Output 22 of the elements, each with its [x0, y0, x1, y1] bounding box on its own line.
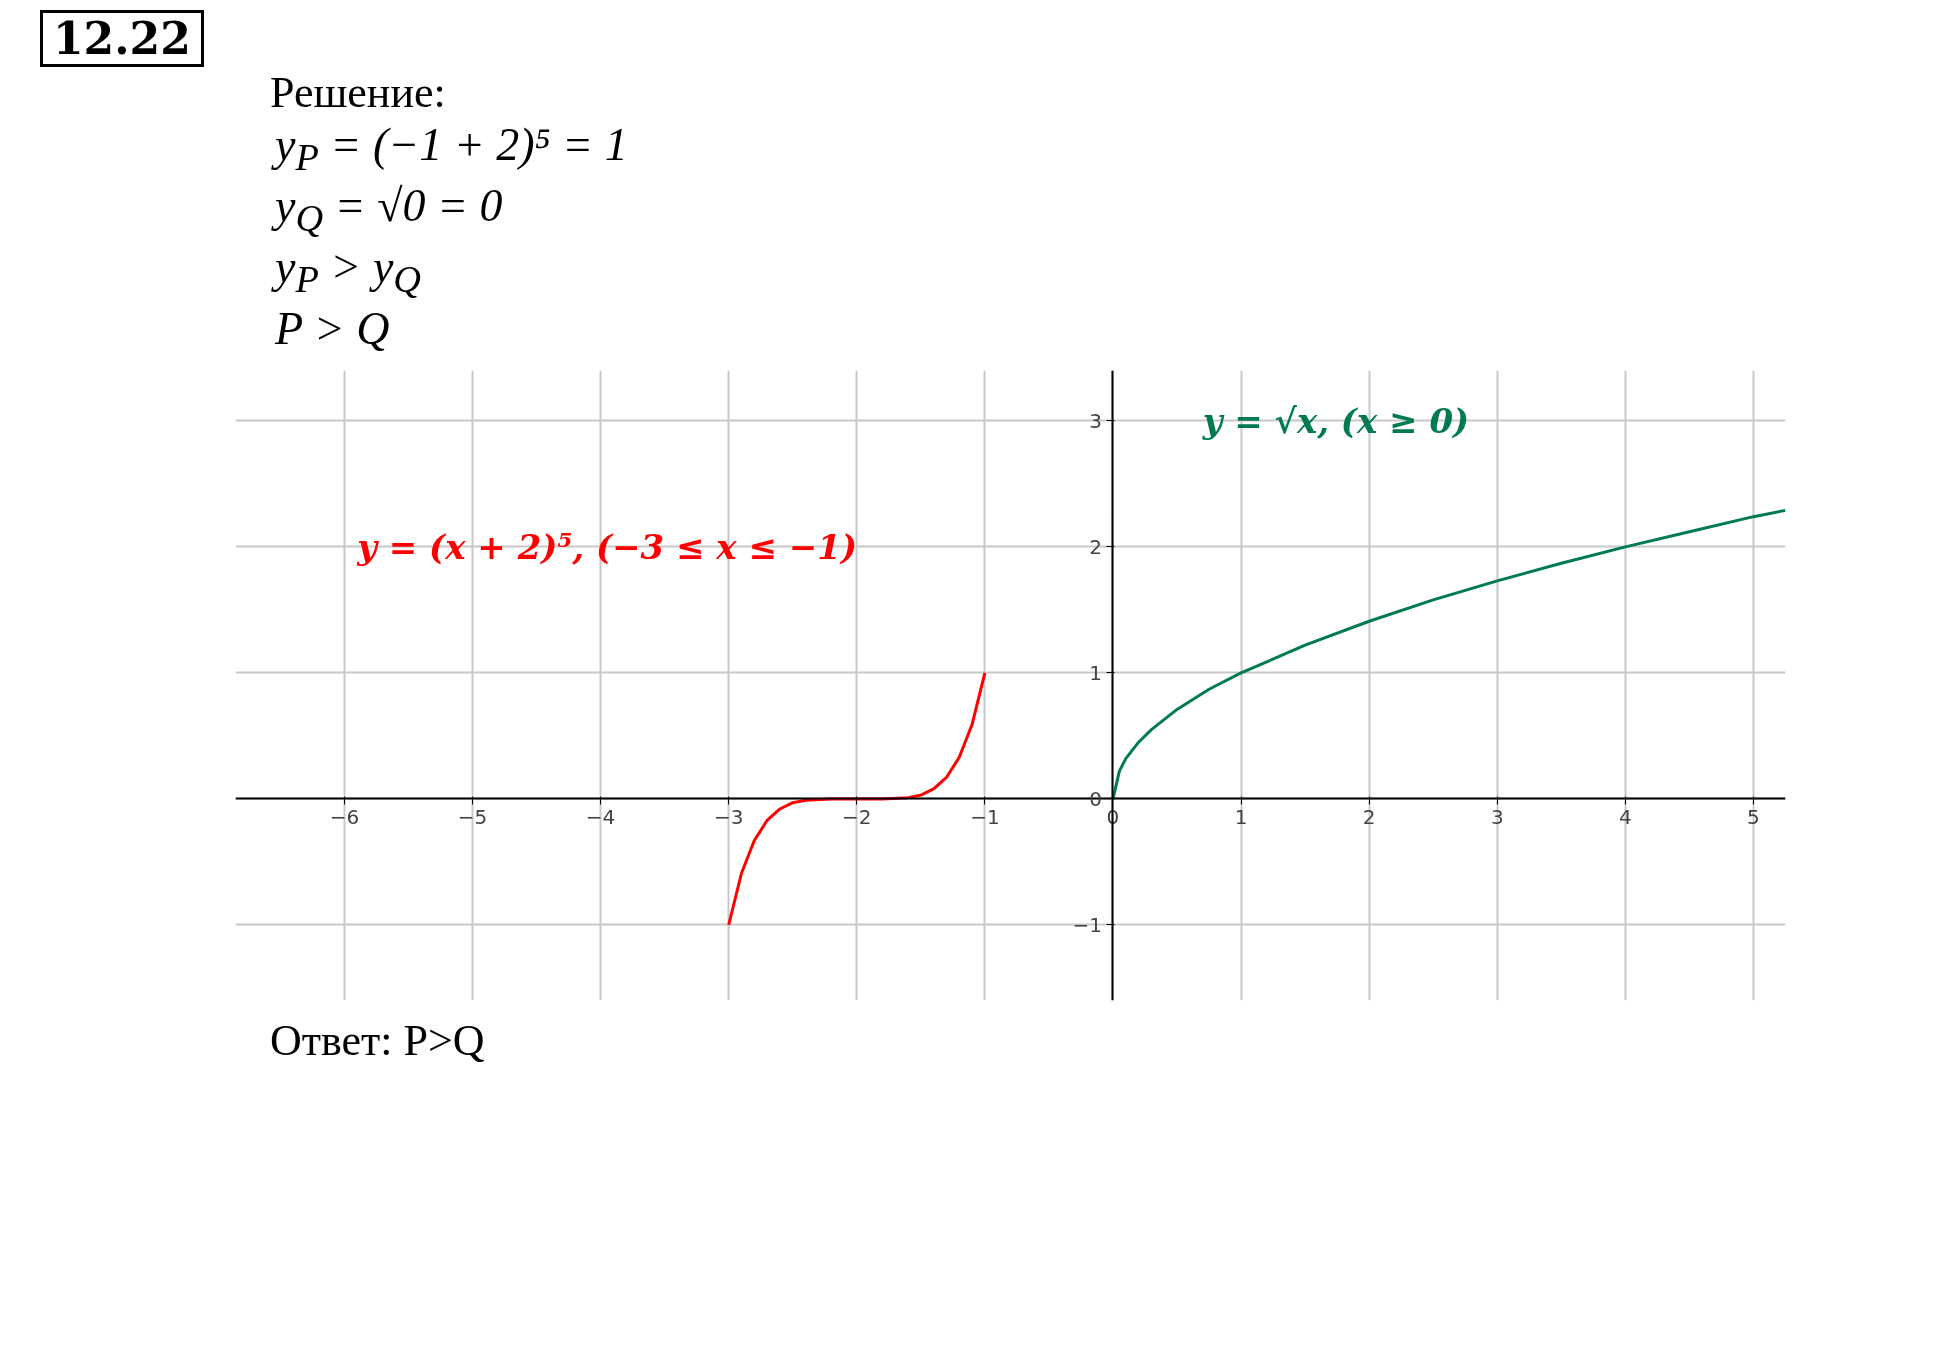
y-tick-label: 3 — [1089, 408, 1102, 433]
y-tick-label: 1 — [1089, 660, 1102, 685]
chart-subtitle: Решение: — [270, 67, 446, 118]
x-tick-label: 5 — [1747, 804, 1760, 829]
x-tick-label: −6 — [329, 804, 360, 829]
text: y = (x + 2)⁵, (−3 ≤ x ≤ −1) — [356, 526, 858, 567]
x-tick-label: 3 — [1490, 804, 1504, 829]
y-tick-label: −1 — [1072, 912, 1102, 937]
x-tick-label: −5 — [457, 804, 488, 829]
x-tick-label: 4 — [1619, 804, 1632, 829]
chart-title: 12.22 — [40, 10, 204, 67]
text: y = √x, (x ≥ 0) — [1201, 400, 1470, 441]
x-tick-label: −1 — [970, 804, 1000, 829]
x-tick-label: 1 — [1234, 804, 1248, 829]
x-tick-label: −2 — [842, 804, 872, 829]
text: Ответ: P>Q — [270, 1014, 485, 1066]
x-tick-label: 2 — [1362, 804, 1376, 829]
x-tick-label: −4 — [585, 804, 616, 829]
y-tick-label: 2 — [1089, 534, 1102, 559]
x-tick-label: −3 — [713, 804, 744, 829]
text: P > Q — [275, 301, 390, 355]
line-series — [1111, 508, 1786, 800]
